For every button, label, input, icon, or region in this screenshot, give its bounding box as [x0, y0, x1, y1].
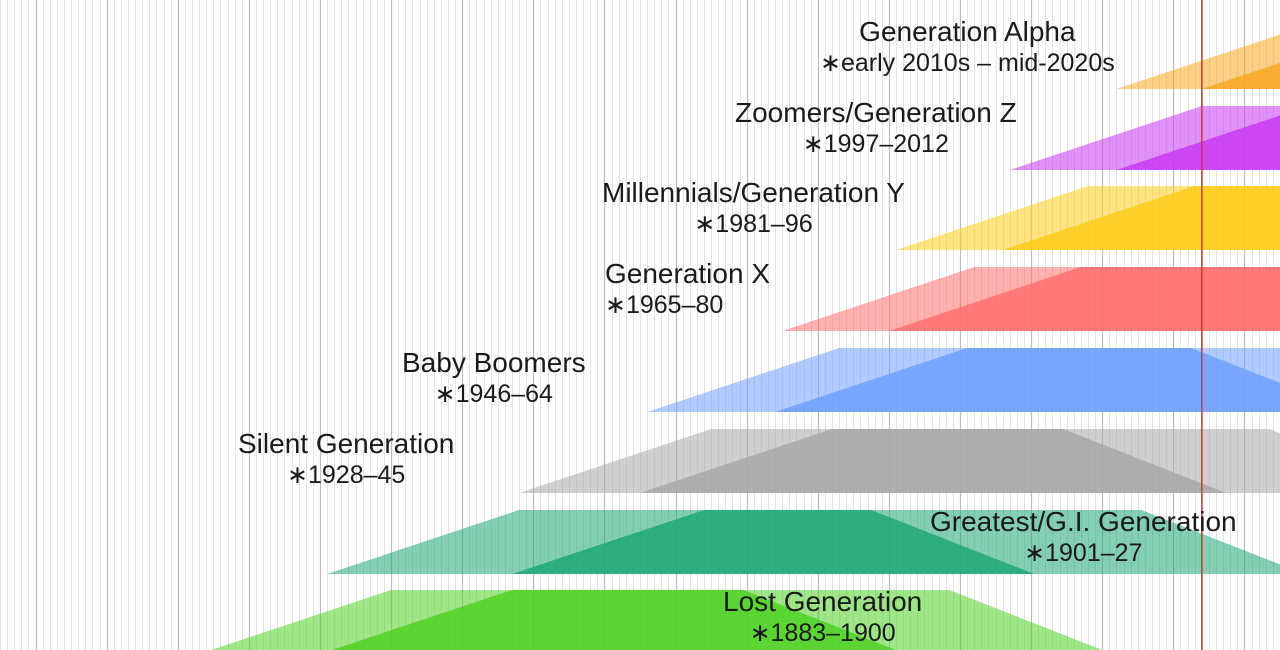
birth-marker: ∗ [820, 49, 841, 77]
band-zoomers-generation-z [1009, 106, 1280, 170]
band-greatest-g-i-generation [327, 510, 1280, 574]
series-name: Zoomers/Generation Z [735, 97, 1017, 128]
label-silent-generation: Silent Generation ∗1928–45 [238, 430, 454, 488]
years-label: 1946–64 [455, 380, 553, 408]
label-generation-alpha: Generation Alpha ∗early 2010s – mid-2020… [820, 18, 1115, 76]
series-years: ∗early 2010s – mid-2020s [820, 51, 1115, 76]
years-label: 1928–45 [307, 461, 406, 489]
birth-marker: ∗ [434, 380, 456, 408]
band-core [512, 510, 1035, 574]
years-label: 1901–27 [1045, 539, 1143, 567]
generation-bands [211, 34, 1280, 650]
label-baby-boomers: Baby Boomers ∗1946–64 [402, 349, 586, 407]
band-millennials-generation-y [896, 186, 1280, 250]
band-core [1002, 186, 1280, 250]
years-label: 1965–80 [625, 291, 724, 319]
series-name: Generation Alpha [859, 16, 1076, 47]
band-core [640, 429, 1227, 493]
band-core [1201, 62, 1280, 89]
band-core [888, 267, 1280, 331]
birth-marker: ∗ [694, 210, 716, 238]
label-lost-generation: Lost Generation ∗1883–1900 [723, 588, 922, 646]
birth-marker: ∗ [287, 461, 308, 489]
series-name: Generation X [605, 258, 770, 289]
series-years: ∗1901–27 [930, 541, 1237, 566]
birth-marker: ∗ [1024, 539, 1046, 567]
years-label: 1997–2012 [823, 130, 949, 158]
series-name: Greatest/G.I. Generation [930, 506, 1237, 537]
series-name: Silent Generation [238, 428, 455, 459]
label-greatest-generation: Greatest/G.I. Generation ∗1901–27 [930, 508, 1237, 566]
years-label: 1883–1900 [770, 619, 896, 647]
birth-marker: ∗ [749, 619, 771, 647]
band-generation-alpha [1116, 34, 1280, 89]
band-core [775, 348, 1280, 412]
series-years: ∗1946–64 [402, 382, 586, 407]
series-years: ∗1928–45 [238, 463, 454, 488]
series-years: ∗1997–2012 [735, 132, 1017, 157]
band-silent-generation [519, 429, 1280, 493]
band-lost-generation [211, 590, 1103, 650]
band-core [1116, 115, 1280, 170]
series-years: ∗1883–1900 [723, 621, 922, 646]
series-years: ∗1981–96 [602, 212, 905, 237]
band-outer [1116, 34, 1280, 89]
label-millennials: Millennials/Generation Y ∗1981–96 [602, 179, 905, 237]
years-label: 1981–96 [715, 210, 813, 238]
series-name: Millennials/Generation Y [602, 177, 905, 208]
label-generation-z: Zoomers/Generation Z ∗1997–2012 [735, 99, 1017, 157]
series-years: ∗1965–80 [605, 293, 770, 318]
birth-marker: ∗ [802, 130, 824, 158]
band-generation-x [782, 267, 1280, 331]
series-name: Lost Generation [723, 586, 923, 617]
label-generation-x: Generation X ∗1965–80 [605, 260, 770, 318]
band-core [332, 590, 897, 650]
birth-marker: ∗ [605, 291, 626, 319]
band-baby-boomers [647, 348, 1280, 412]
years-label: early 2010s – mid-2020s [840, 49, 1115, 77]
series-name: Baby Boomers [402, 347, 586, 378]
